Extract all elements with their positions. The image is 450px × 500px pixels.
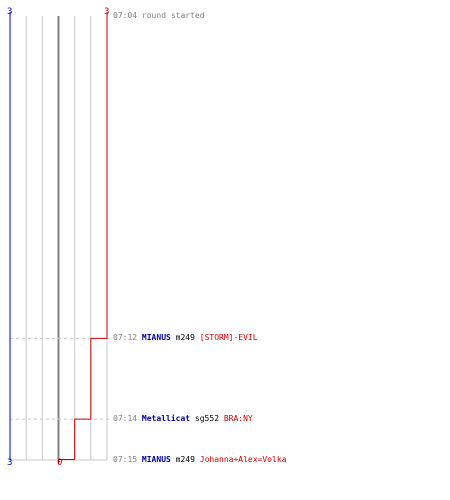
victim-name[interactable]: BRA:NY [223,414,253,423]
axis-label-bottom-left: 3 [7,458,13,468]
killer-name[interactable]: MIANUS [141,455,171,464]
event-message: round started [141,11,205,20]
event-row-round-start: 07:04 round started [113,11,205,21]
event-time: 07:04 [113,11,138,20]
axis-label-top-left: 3 [7,7,13,17]
kill-row: 07:15 MIANUS m249 Johanna+Alex=Volka [113,455,286,465]
event-time: 07:15 [113,455,138,464]
event-time: 07:14 [113,414,138,423]
killer-name[interactable]: Metallicat [141,414,191,423]
kill-row: 07:12 MIANUS m249 [STORM]-EVIL [113,333,258,343]
axis-label-top-right: 3 [104,7,110,17]
weapon-name: sg552 [194,414,220,423]
event-dash-lines [10,337,112,420]
weapon-name: m249 [175,333,195,342]
victim-name[interactable]: Johanna+Alex=Volka [199,455,287,464]
killer-name[interactable]: MIANUS [141,333,171,342]
weapon-name: m249 [175,455,195,464]
event-time: 07:12 [113,333,138,342]
grid-lines [9,16,108,461]
red-team-score-line [58,12,108,464]
victim-name[interactable]: [STORM]-EVIL [199,333,258,342]
kill-row: 07:14 Metallicat sg552 BRA:NY [113,414,253,424]
axis-label-bottom-center: 0 [57,458,63,468]
